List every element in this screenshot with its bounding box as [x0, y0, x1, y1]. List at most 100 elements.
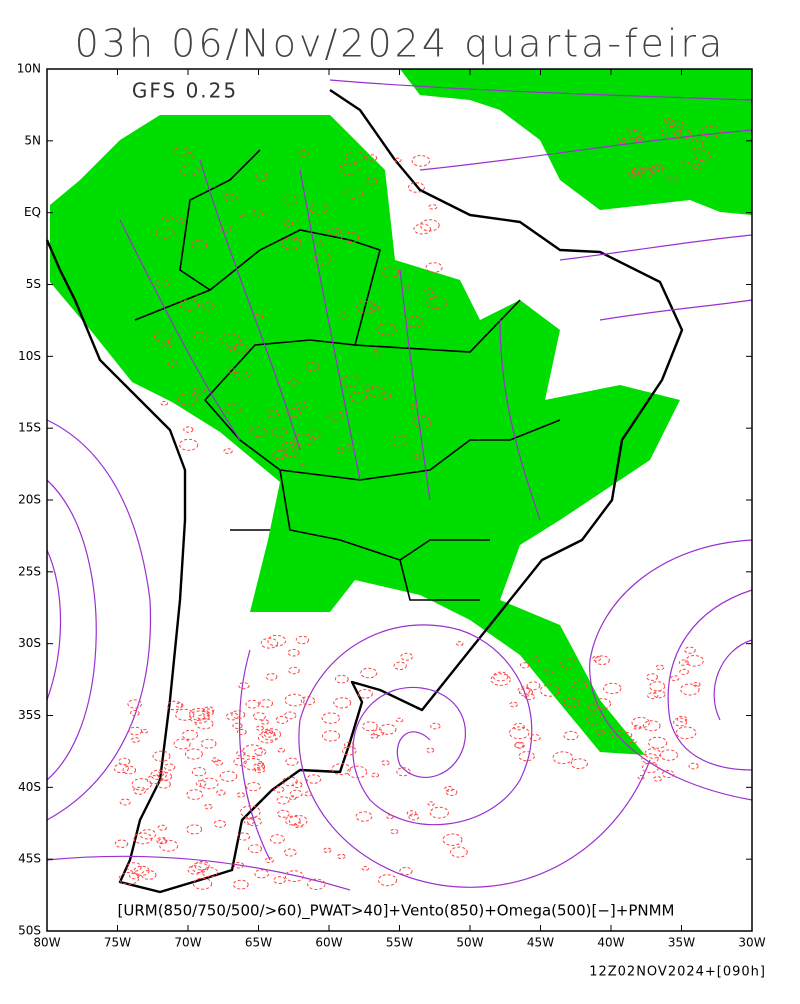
omega-contour: [237, 832, 251, 841]
omega-contour: [261, 728, 282, 741]
omega-contour: [339, 163, 359, 176]
omega-contour: [342, 746, 357, 756]
omega-contour: [642, 720, 661, 732]
omega-contour: [345, 150, 365, 163]
omega-contour: [347, 765, 368, 779]
omega-contour: [256, 761, 265, 767]
omega-contour: [676, 715, 688, 723]
omega-contour: [340, 375, 361, 388]
omega-contour: [331, 763, 351, 776]
omega-contour: [544, 668, 553, 675]
omega-contour: [689, 139, 704, 149]
lat-label: 40S: [18, 780, 41, 794]
omega-contour: [637, 775, 645, 780]
omega-contour: [572, 680, 588, 691]
lat-label: 45S: [18, 852, 41, 866]
omega-contour: [673, 120, 685, 128]
omega-contour: [282, 776, 298, 787]
map-area: [45, 69, 753, 894]
omega-contour: [666, 174, 678, 182]
omega-contour: [118, 872, 140, 885]
omega-contour: [254, 766, 266, 774]
omega-contour: [586, 714, 603, 725]
omega-contour: [167, 700, 183, 711]
omega-contour: [252, 712, 266, 721]
omega-contour: [193, 386, 206, 395]
lat-label: EQ: [24, 205, 41, 219]
omega-contour: [526, 681, 541, 691]
omega-contour: [355, 811, 373, 822]
omega-contour: [442, 833, 463, 846]
omega-contour: [277, 809, 290, 818]
omega-contour: [513, 722, 525, 731]
omega-contour: [409, 403, 418, 409]
omega-contour: [430, 722, 441, 730]
omega-contour: [211, 757, 219, 763]
omega-contour: [293, 433, 315, 446]
omega-contour: [282, 194, 298, 205]
omega-contour: [286, 407, 302, 417]
omega-contour: [242, 744, 263, 758]
omega-contour: [154, 278, 170, 288]
omega-contour: [641, 762, 659, 774]
omega-contour: [287, 648, 300, 657]
omega-contour: [679, 668, 689, 675]
omega-contour: [694, 150, 712, 161]
omega-contour: [685, 655, 704, 667]
map-title: 03h 06/Nov/2024 quarta-feira: [75, 22, 726, 66]
omega-contour: [670, 675, 680, 682]
omega-contour: [649, 681, 666, 692]
lat-label: 50S: [18, 924, 41, 938]
omega-contour: [193, 331, 209, 341]
omega-contour: [177, 393, 198, 406]
omega-contour: [275, 715, 289, 724]
omega-contour: [189, 710, 210, 724]
omega-contour: [260, 637, 279, 649]
omega-contour: [530, 656, 541, 663]
omega-contour: [490, 673, 511, 686]
omega-contour: [635, 136, 643, 142]
omega-contours: [113, 117, 721, 890]
omega-contour: [269, 834, 285, 844]
omega-contour: [232, 722, 243, 729]
omega-contour: [337, 853, 346, 860]
humidity-area: [50, 115, 680, 755]
omega-contour: [272, 449, 288, 460]
omega-contour: [252, 209, 264, 217]
lon-label: 80W: [33, 936, 60, 950]
omega-contour: [603, 682, 622, 695]
omega-contour: [529, 734, 541, 742]
omega-contour: [175, 708, 195, 721]
omega-contour: [413, 223, 432, 235]
omega-contour: [150, 769, 167, 780]
omega-contour: [299, 463, 307, 469]
omega-contour: [424, 288, 434, 295]
omega-contour: [195, 780, 207, 787]
lon-label: 55W: [386, 936, 413, 950]
omega-contour: [187, 865, 203, 875]
omega-contour: [380, 392, 391, 399]
omega-contour: [445, 788, 458, 796]
lat-label: 15S: [18, 421, 41, 435]
omega-contour: [127, 699, 142, 709]
omega-contour: [186, 824, 203, 835]
omega-contour: [292, 237, 301, 242]
omega-contour: [321, 712, 340, 724]
omega-contour: [133, 832, 153, 845]
lat-label: 5N: [24, 133, 41, 147]
omega-contour: [282, 446, 301, 458]
omega-contour: [344, 444, 355, 451]
omega-contour: [233, 757, 247, 766]
omega-contour: [692, 163, 702, 170]
omega-contour: [425, 262, 443, 273]
omega-contour: [673, 717, 688, 727]
omega-contour: [266, 409, 280, 418]
omega-contour: [254, 869, 270, 879]
omega-contour: [164, 763, 176, 771]
omega-contour: [381, 760, 390, 766]
omega-contour: [563, 697, 580, 708]
omega-contour: [284, 693, 305, 707]
omega-contour: [427, 801, 435, 806]
omega-contour: [647, 692, 659, 700]
omega-contour: [236, 728, 247, 736]
